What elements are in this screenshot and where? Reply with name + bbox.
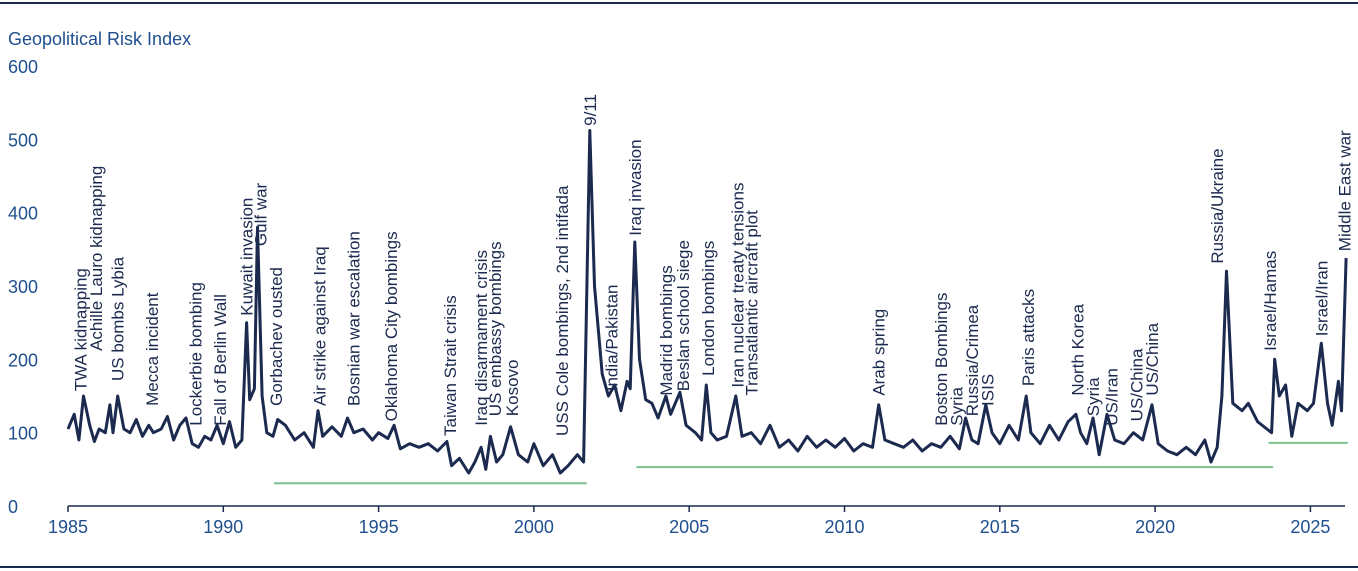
- annotation: Iran nuclear treaty tensions: [728, 183, 747, 388]
- y-tick-label: 300: [8, 277, 38, 297]
- y-tick-label: 200: [8, 350, 38, 370]
- annotation: USS Cole bombings, 2nd intifada: [553, 185, 572, 436]
- x-tick-label: 1995: [359, 517, 399, 537]
- annotation: India/Pakistan: [603, 284, 622, 391]
- annotation: Oklahoma City bombings: [382, 231, 401, 421]
- annotation: Russia/Crimea: [963, 304, 982, 416]
- x-tick-label: 1985: [48, 517, 88, 537]
- y-tick-label: 100: [8, 424, 38, 444]
- annotation: Israel/Iran: [1312, 261, 1331, 337]
- annotation: Lockerbie bombing: [186, 282, 205, 426]
- y-tick-label: 0: [8, 497, 18, 517]
- annotation: Kosovo: [503, 359, 522, 416]
- annotation: Syria: [1084, 377, 1103, 416]
- annotation: 9/11: [581, 94, 600, 126]
- annotation: US/China: [1143, 322, 1162, 395]
- x-tick-label: 2020: [1135, 517, 1175, 537]
- annotation: Middle East war: [1336, 130, 1355, 251]
- x-tick-label: 2015: [980, 517, 1020, 537]
- y-tick-label: 400: [8, 204, 38, 224]
- annotation: US/Iran: [1103, 368, 1122, 426]
- annotation: Russia/Ukraine: [1208, 148, 1227, 263]
- annotation: ISIS: [978, 374, 997, 406]
- y-tick-label: 500: [8, 130, 38, 150]
- x-tick-label: 2005: [669, 517, 709, 537]
- chart-title: Geopolitical Risk Index: [8, 29, 191, 49]
- series-line: [66, 129, 1348, 475]
- x-tick-label: 2010: [824, 517, 864, 537]
- annotation: Arab spring: [870, 309, 889, 396]
- annotation: Beslan school siege: [674, 240, 693, 391]
- annotation: Madrid bombings: [657, 265, 676, 395]
- annotation: Taiwan Strait crisis: [441, 295, 460, 436]
- y-tick-label: 600: [8, 57, 38, 77]
- x-tick-label: 2025: [1290, 517, 1330, 537]
- annotation: US bombs Lybia: [109, 256, 128, 381]
- annotation: Transatlantic aircraft plot: [742, 210, 761, 396]
- annotation: US/China: [1127, 348, 1146, 421]
- annotation: Iraq invasion: [626, 139, 645, 235]
- annotation: Paris attacks: [1019, 289, 1038, 386]
- annotation: Gulf war: [252, 182, 271, 246]
- annotation: Achille Lauro kidnapping: [87, 166, 106, 351]
- annotation: Iraq disarmament crisis: [472, 250, 491, 426]
- annotation: Boston Bombings: [932, 292, 951, 425]
- annotation: Fall of Berlin Wall: [211, 294, 230, 426]
- annotation: Mecca incident: [143, 292, 162, 406]
- annotation: Kuwait invasion: [238, 198, 257, 316]
- annotation: North Korea: [1068, 303, 1087, 395]
- annotation: London bombings: [699, 241, 718, 376]
- annotation: Air strike against Iraq: [311, 246, 330, 406]
- annotation: TWA kidnapping: [71, 268, 90, 391]
- annotation: Gorbachev ousted: [267, 267, 286, 406]
- annotation: Israel/Hamas: [1261, 251, 1280, 351]
- x-tick-label: 1990: [203, 517, 243, 537]
- annotation: Bosnian war escalation: [345, 231, 364, 406]
- annotation: US embassy bombings: [486, 241, 505, 416]
- annotation: Syria: [947, 386, 966, 425]
- x-tick-label: 2000: [514, 517, 554, 537]
